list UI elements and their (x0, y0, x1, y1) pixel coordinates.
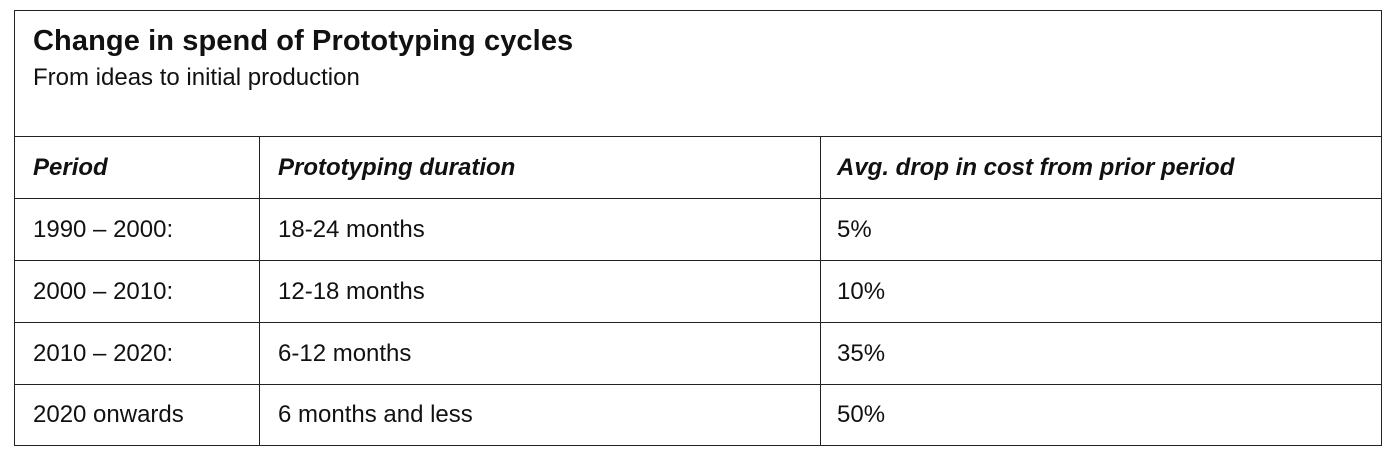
table-row: 2010 – 2020: 6-12 months 35% (15, 323, 1381, 385)
table-row: 2000 – 2010: 12-18 months 10% (15, 261, 1381, 323)
period-cell: 2000 – 2010: (15, 261, 260, 322)
column-header-duration: Prototyping duration (260, 137, 821, 198)
data-table: Change in spend of Prototyping cycles Fr… (14, 10, 1382, 446)
period-cell: 1990 – 2000: (15, 199, 260, 260)
cost-drop-cell: 35% (837, 339, 886, 367)
table-title: Change in spend of Prototyping cycles (33, 25, 574, 57)
table-row: 2020 onwards 6 months and less 50% (15, 385, 1381, 445)
table-row: 1990 – 2000: 18-24 months 5% (15, 199, 1381, 261)
column-header-period: Period (15, 137, 260, 198)
table-header: Change in spend of Prototyping cycles Fr… (15, 11, 1381, 137)
period-cell: 2020 onwards (15, 385, 260, 445)
period-cell: 2010 – 2020: (15, 323, 260, 384)
duration-cell: 6 months and less (260, 385, 821, 445)
duration-cell: 6-12 months (260, 323, 821, 384)
table-subtitle: From ideas to initial production (33, 64, 360, 91)
cost-drop-cell: 10% (837, 277, 886, 305)
cost-drop-cell: 5% (837, 215, 872, 243)
duration-cell: 18-24 months (260, 199, 821, 260)
column-header-cost-drop: Avg. drop in cost from prior period (837, 153, 1235, 181)
duration-cell: 12-18 months (260, 261, 821, 322)
cost-drop-cell: 50% (837, 401, 886, 428)
column-header-row: Period Prototyping duration Avg. drop in… (15, 137, 1381, 199)
